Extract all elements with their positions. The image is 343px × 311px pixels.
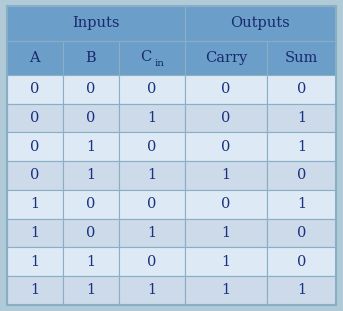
Text: 0: 0 — [147, 197, 156, 211]
Text: 1: 1 — [221, 226, 230, 240]
Text: 0: 0 — [297, 82, 306, 96]
Bar — [63, 75, 119, 104]
Text: 0: 0 — [221, 82, 230, 96]
Text: 1: 1 — [30, 283, 39, 297]
Text: 0: 0 — [147, 82, 156, 96]
Bar — [63, 190, 119, 219]
Text: Outputs: Outputs — [230, 16, 290, 30]
Bar — [267, 219, 336, 247]
Bar — [7, 6, 185, 40]
Bar — [63, 219, 119, 247]
Bar — [63, 132, 119, 161]
Bar — [119, 75, 185, 104]
Bar — [267, 190, 336, 219]
Bar — [63, 247, 119, 276]
Text: 0: 0 — [297, 226, 306, 240]
Bar — [119, 247, 185, 276]
Bar — [185, 6, 336, 40]
Bar — [119, 276, 185, 305]
Bar — [185, 276, 267, 305]
Text: 0: 0 — [221, 111, 230, 125]
Bar — [267, 276, 336, 305]
Bar — [267, 132, 336, 161]
Text: 0: 0 — [30, 82, 39, 96]
Bar — [63, 40, 119, 75]
Bar — [7, 276, 63, 305]
Bar — [119, 40, 185, 75]
Text: 1: 1 — [30, 197, 39, 211]
Bar — [267, 40, 336, 75]
Bar — [7, 40, 63, 75]
Bar — [119, 132, 185, 161]
Bar — [7, 104, 63, 132]
Text: 1: 1 — [86, 283, 95, 297]
Text: 1: 1 — [221, 169, 230, 183]
Text: 0: 0 — [147, 140, 156, 154]
Text: 0: 0 — [30, 169, 39, 183]
Text: 1: 1 — [297, 197, 306, 211]
Bar — [185, 104, 267, 132]
Text: B: B — [85, 51, 96, 65]
Bar — [119, 219, 185, 247]
Bar — [7, 190, 63, 219]
Text: 1: 1 — [221, 283, 230, 297]
Text: 0: 0 — [147, 255, 156, 269]
Text: 1: 1 — [30, 226, 39, 240]
Bar — [7, 247, 63, 276]
Text: 0: 0 — [297, 255, 306, 269]
Text: A: A — [29, 51, 40, 65]
Text: 1: 1 — [297, 111, 306, 125]
Bar — [267, 75, 336, 104]
Text: 0: 0 — [221, 197, 230, 211]
Text: 1: 1 — [30, 255, 39, 269]
Text: 1: 1 — [86, 169, 95, 183]
Bar — [185, 190, 267, 219]
Bar — [185, 132, 267, 161]
Bar — [267, 161, 336, 190]
Bar — [185, 247, 267, 276]
Text: 0: 0 — [297, 169, 306, 183]
Text: 1: 1 — [147, 111, 156, 125]
Text: 1: 1 — [297, 140, 306, 154]
Bar — [7, 219, 63, 247]
Text: 0: 0 — [86, 197, 95, 211]
Text: Inputs: Inputs — [72, 16, 119, 30]
Text: 0: 0 — [86, 226, 95, 240]
Bar — [185, 161, 267, 190]
Bar — [185, 219, 267, 247]
Bar — [119, 161, 185, 190]
Text: C: C — [140, 50, 151, 64]
Text: 1: 1 — [221, 255, 230, 269]
Text: 0: 0 — [30, 140, 39, 154]
Text: Sum: Sum — [285, 51, 318, 65]
Text: 0: 0 — [221, 140, 230, 154]
Text: 1: 1 — [147, 169, 156, 183]
Bar — [63, 161, 119, 190]
Text: 1: 1 — [147, 226, 156, 240]
Text: 0: 0 — [86, 111, 95, 125]
Text: in: in — [154, 59, 164, 68]
Text: 1: 1 — [86, 255, 95, 269]
Bar — [185, 75, 267, 104]
Text: 1: 1 — [147, 283, 156, 297]
Bar — [7, 161, 63, 190]
Bar — [185, 40, 267, 75]
Bar — [7, 132, 63, 161]
Bar — [63, 276, 119, 305]
Text: 1: 1 — [297, 283, 306, 297]
Bar — [63, 104, 119, 132]
Text: 1: 1 — [86, 140, 95, 154]
Bar — [7, 75, 63, 104]
Bar — [119, 104, 185, 132]
Bar — [119, 190, 185, 219]
Bar — [267, 247, 336, 276]
Text: Carry: Carry — [205, 51, 247, 65]
Text: 0: 0 — [30, 111, 39, 125]
Text: 0: 0 — [86, 82, 95, 96]
Bar — [267, 104, 336, 132]
